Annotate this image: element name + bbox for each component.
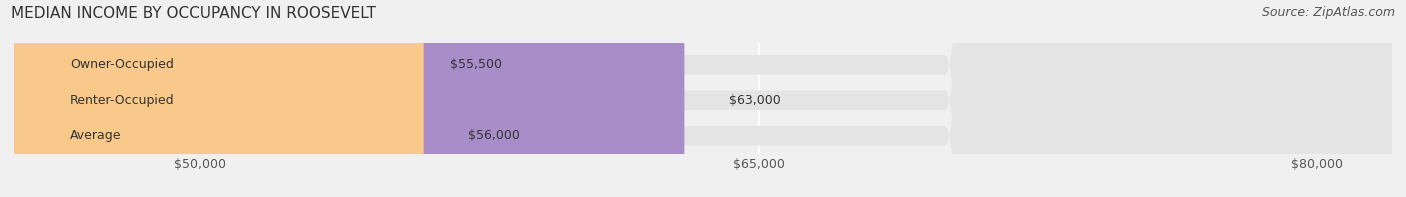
Text: Average: Average: [70, 129, 121, 142]
FancyBboxPatch shape: [14, 0, 1392, 197]
Text: $55,500: $55,500: [450, 58, 502, 71]
Text: Owner-Occupied: Owner-Occupied: [70, 58, 174, 71]
Text: $56,000: $56,000: [468, 129, 520, 142]
FancyBboxPatch shape: [14, 0, 685, 197]
FancyBboxPatch shape: [14, 0, 423, 197]
Text: MEDIAN INCOME BY OCCUPANCY IN ROOSEVELT: MEDIAN INCOME BY OCCUPANCY IN ROOSEVELT: [11, 6, 377, 21]
Text: $63,000: $63,000: [730, 94, 780, 107]
Text: Renter-Occupied: Renter-Occupied: [70, 94, 174, 107]
Text: Source: ZipAtlas.com: Source: ZipAtlas.com: [1261, 6, 1395, 19]
FancyBboxPatch shape: [14, 0, 1392, 197]
FancyBboxPatch shape: [14, 0, 1392, 197]
FancyBboxPatch shape: [14, 0, 405, 197]
